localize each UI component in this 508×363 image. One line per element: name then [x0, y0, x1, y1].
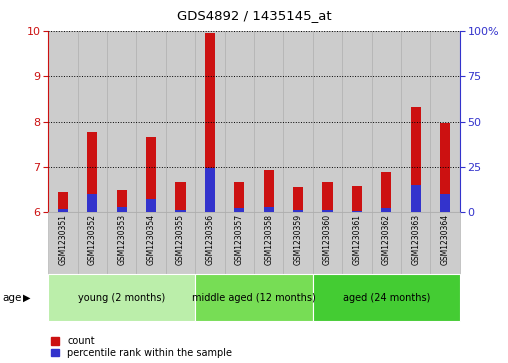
Text: GSM1230356: GSM1230356	[205, 214, 214, 265]
Bar	[195, 274, 313, 321]
Bar	[166, 212, 195, 274]
Bar	[78, 212, 107, 274]
Bar	[342, 212, 371, 274]
Text: GSM1230351: GSM1230351	[58, 214, 68, 265]
Bar	[166, 31, 195, 212]
Text: GSM1230354: GSM1230354	[147, 214, 155, 265]
Bar	[225, 31, 254, 212]
Text: GSM1230360: GSM1230360	[323, 214, 332, 265]
Text: GSM1230352: GSM1230352	[88, 214, 97, 265]
Bar	[48, 31, 78, 212]
Bar	[146, 199, 156, 212]
Bar	[225, 212, 254, 274]
Bar	[48, 274, 195, 321]
Bar	[205, 33, 215, 212]
Bar	[371, 31, 401, 212]
Text: GSM1230363: GSM1230363	[411, 214, 420, 265]
Bar	[401, 212, 430, 274]
Bar	[342, 31, 371, 212]
Bar	[440, 194, 450, 212]
Bar	[58, 192, 68, 212]
Bar	[440, 122, 450, 212]
Bar	[313, 212, 342, 274]
Bar	[107, 31, 137, 212]
Text: middle aged (12 months): middle aged (12 months)	[192, 293, 316, 303]
Bar	[175, 182, 185, 212]
Bar	[381, 208, 391, 212]
Bar	[293, 210, 303, 212]
Bar	[146, 138, 156, 212]
Bar	[107, 212, 137, 274]
Bar	[313, 274, 460, 321]
Text: GSM1230359: GSM1230359	[294, 214, 303, 265]
Text: GSM1230357: GSM1230357	[235, 214, 244, 265]
Bar	[195, 212, 225, 274]
Bar	[254, 31, 283, 212]
Bar	[323, 210, 333, 212]
Bar	[323, 182, 333, 212]
Text: GSM1230364: GSM1230364	[440, 214, 450, 265]
Bar	[234, 182, 244, 212]
Text: GDS4892 / 1435145_at: GDS4892 / 1435145_at	[177, 9, 331, 22]
Bar	[352, 187, 362, 212]
Bar	[117, 189, 127, 212]
Text: GSM1230361: GSM1230361	[353, 214, 361, 265]
Bar	[283, 212, 313, 274]
Bar	[254, 212, 283, 274]
Legend: count, percentile rank within the sample: count, percentile rank within the sample	[51, 336, 232, 358]
Bar	[352, 211, 362, 212]
Bar	[313, 31, 342, 212]
Text: GSM1230355: GSM1230355	[176, 214, 185, 265]
Text: age: age	[3, 293, 22, 303]
Text: ▶: ▶	[23, 293, 30, 303]
Bar	[283, 31, 313, 212]
Bar	[137, 212, 166, 274]
Bar	[48, 212, 78, 274]
Text: aged (24 months): aged (24 months)	[342, 293, 430, 303]
Bar	[205, 168, 215, 212]
Bar	[371, 212, 401, 274]
Bar	[234, 208, 244, 212]
Bar	[410, 185, 421, 212]
Bar	[381, 172, 391, 212]
Bar	[293, 187, 303, 212]
Text: GSM1230362: GSM1230362	[382, 214, 391, 265]
Bar	[87, 131, 98, 212]
Bar	[58, 209, 68, 212]
Bar	[78, 31, 107, 212]
Bar	[264, 170, 274, 212]
Bar	[264, 207, 274, 212]
Bar	[410, 107, 421, 212]
Text: GSM1230353: GSM1230353	[117, 214, 126, 265]
Text: young (2 months): young (2 months)	[78, 293, 166, 303]
Bar	[430, 212, 460, 274]
Text: GSM1230358: GSM1230358	[264, 214, 273, 265]
Bar	[175, 210, 185, 212]
Bar	[87, 194, 98, 212]
Bar	[430, 31, 460, 212]
Bar	[117, 207, 127, 212]
Bar	[137, 31, 166, 212]
Bar	[195, 31, 225, 212]
Bar	[401, 31, 430, 212]
